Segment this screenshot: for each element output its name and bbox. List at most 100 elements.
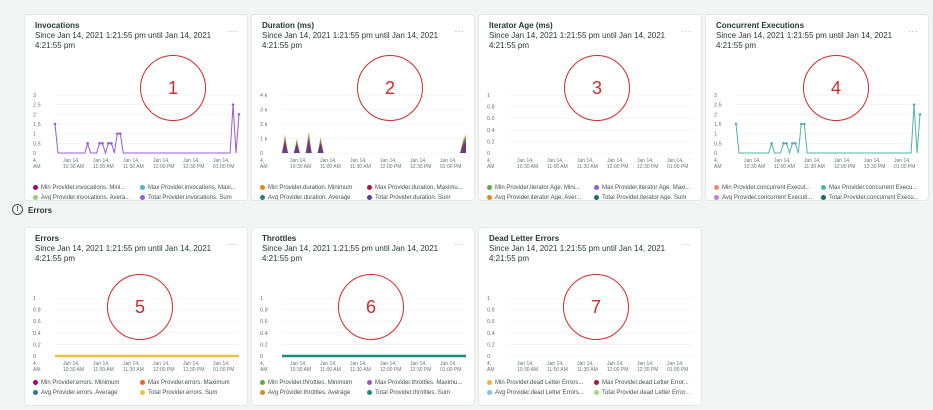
data-point: [116, 132, 119, 135]
x-tick-label: Jan 14,: [320, 158, 336, 164]
x-tick-label: 01:00 PM: [213, 367, 234, 373]
legend-item[interactable]: Total Provider.concurrent Execu...: [821, 193, 928, 200]
legend-item[interactable]: Total Provider.iterator Age. Sum: [594, 193, 701, 200]
annotation-marker: 5: [107, 274, 173, 340]
legend-item[interactable]: Max Provider.errors. Maximum: [140, 378, 247, 388]
x-tick-label: Jan 14,: [744, 158, 760, 164]
legend-item[interactable]: Avg Provider.throttles. Average: [260, 388, 367, 398]
x-tick-label: Jan 14,: [517, 158, 533, 164]
legend-dot-icon: [367, 389, 372, 395]
y-tick-label: 4 k: [260, 93, 268, 99]
legend-label: Avg Provider.concurrent Executi...: [722, 195, 813, 200]
x-tick-label: 11:30 AM: [577, 367, 598, 373]
y-tick-label: 2.5: [714, 103, 722, 109]
legend-label: Min Provider.dead Letter Errors...: [495, 380, 584, 386]
legend-item[interactable]: Min Provider.dead Letter Errors...: [487, 378, 594, 388]
legend-item[interactable]: Total Provider.dead Letter Error...: [594, 388, 701, 398]
data-point: [53, 122, 57, 126]
x-tick-label: AM: [260, 367, 268, 373]
y-tick-label: 1: [260, 296, 263, 302]
legend-item[interactable]: Avg Provider.iterator Age. Aver...: [487, 193, 594, 200]
legend-dot-icon: [367, 184, 372, 190]
legend-item[interactable]: Total Provider.throttles. Sum: [367, 388, 474, 398]
legend-dot-icon: [594, 184, 599, 190]
x-tick-label: Jan 14,: [834, 158, 850, 164]
y-tick-label: 0.4: [260, 331, 268, 337]
legend-item[interactable]: Max Provider.throttles. Maximu...: [367, 378, 474, 388]
card-iterator-age: Iterator Age (ms) Since Jan 14, 2021 1:2…: [479, 15, 701, 200]
card-menu-button[interactable]: ···: [227, 240, 237, 249]
legend-item[interactable]: Avg Provider.dead Letter Errors...: [487, 388, 594, 398]
x-tick-label: Jan 14,: [637, 361, 653, 367]
x-tick-label: Jan 14,: [93, 361, 109, 367]
x-tick-label: Jan 14,: [577, 361, 593, 367]
card-menu-button[interactable]: ···: [227, 27, 237, 36]
legend-item[interactable]: Avg Provider.invocations. Avera...: [33, 193, 140, 200]
x-tick-label: 01:00 PM: [667, 367, 688, 373]
y-tick-label: 0.8: [260, 308, 268, 314]
legend-label: Min Provider.concurrent Execut...: [722, 185, 811, 191]
legend-item[interactable]: Total Provider.errors. Sum: [140, 388, 247, 398]
legend-dot-icon: [33, 379, 38, 385]
x-tick-label: 4,: [33, 361, 37, 367]
legend-item[interactable]: Max Provider.duration. Maximu...: [367, 183, 474, 193]
card-time-range: Since Jan 14, 2021 1:21:55 pm until Jan …: [262, 244, 439, 263]
legend-dot-icon: [594, 379, 599, 385]
x-tick-label: Jan 14,: [607, 158, 623, 164]
legend-dot-icon: [487, 389, 492, 395]
data-point: [107, 142, 110, 145]
legend-label: Min Provider.invocations. Mini...: [41, 185, 126, 191]
legend-dot-icon: [487, 379, 492, 385]
card-menu-button[interactable]: ···: [454, 27, 464, 36]
x-tick-label: Jan 14,: [183, 158, 199, 164]
card-invocations: Invocations Since Jan 14, 2021 1:21:55 p…: [25, 15, 247, 200]
x-tick-label: Jan 14,: [93, 158, 109, 164]
y-tick-label: 1: [33, 132, 36, 138]
legend-item[interactable]: Avg Provider.concurrent Executi...: [714, 193, 821, 200]
x-tick-label: Jan 14,: [380, 361, 396, 367]
legend-item[interactable]: Total Provider.duration. Sum: [367, 193, 474, 200]
data-point: [110, 142, 113, 145]
x-tick-label: 11:30 AM: [804, 164, 825, 170]
y-tick-label: 2: [714, 112, 717, 118]
x-tick-label: 12:30 PM: [183, 164, 204, 170]
x-tick-label: Jan 14,: [547, 158, 563, 164]
x-tick-label: 10:30 AM: [290, 367, 311, 373]
legend-label: Total Provider.throttles. Sum: [375, 390, 451, 396]
y-tick-label: 1.5: [33, 122, 41, 128]
y-tick-label: 0.5: [33, 141, 41, 147]
legend-item[interactable]: Avg Provider.duration. Average: [260, 193, 367, 200]
legend-item[interactable]: Min Provider.invocations. Mini...: [33, 183, 140, 193]
card-menu-button[interactable]: ···: [681, 240, 691, 249]
x-tick-label: Jan 14,: [774, 158, 790, 164]
x-tick-label: 12:30 PM: [410, 164, 431, 170]
legend-item[interactable]: Max Provider.concurrent Execu...: [821, 183, 928, 193]
legend-item[interactable]: Total Provider.invocations. Sum: [140, 193, 247, 200]
legend-dot-icon: [33, 194, 38, 200]
legend-item[interactable]: Min Provider.errors. Minimum: [33, 378, 140, 388]
card-time-range: Since Jan 14, 2021 1:21:55 pm until Jan …: [262, 31, 439, 50]
legend-item[interactable]: Max Provider.invocations. Maxi...: [140, 183, 247, 193]
legend-item[interactable]: Max Provider.dead Letter Error...: [594, 378, 701, 388]
legend-row: Min Provider.invocations. Mini... Max Pro…: [33, 183, 247, 193]
x-tick-label: AM: [33, 164, 41, 170]
card-menu-button[interactable]: ···: [454, 240, 464, 249]
legend-item[interactable]: Max Provider.iterator Age. Maxi...: [594, 183, 701, 193]
x-tick-label: AM: [487, 367, 495, 373]
legend-item[interactable]: Min Provider.iterator Age. Mini...: [487, 183, 594, 193]
legend-item[interactable]: Min Provider.duration. Minimum: [260, 183, 367, 193]
legend-item[interactable]: Avg Provider.errors. Average: [33, 388, 140, 398]
legend-item[interactable]: Min Provider.concurrent Execut...: [714, 183, 821, 193]
card-menu-button[interactable]: ···: [908, 27, 918, 36]
x-tick-label: 12:00 PM: [153, 367, 174, 373]
legend-dot-icon: [714, 184, 719, 190]
x-tick-label: 12:30 PM: [864, 164, 885, 170]
legend-label: Total Provider.errors. Sum: [148, 390, 218, 396]
legend-item[interactable]: Min Provider.throttles. Minimum: [260, 378, 367, 388]
legend-dot-icon: [33, 184, 38, 190]
x-tick-label: Jan 14,: [577, 158, 593, 164]
legend-label: Avg Provider.errors. Average: [41, 390, 118, 396]
x-tick-label: Jan 14,: [183, 361, 199, 367]
info-circle-icon: !: [12, 204, 23, 215]
card-menu-button[interactable]: ···: [681, 27, 691, 36]
